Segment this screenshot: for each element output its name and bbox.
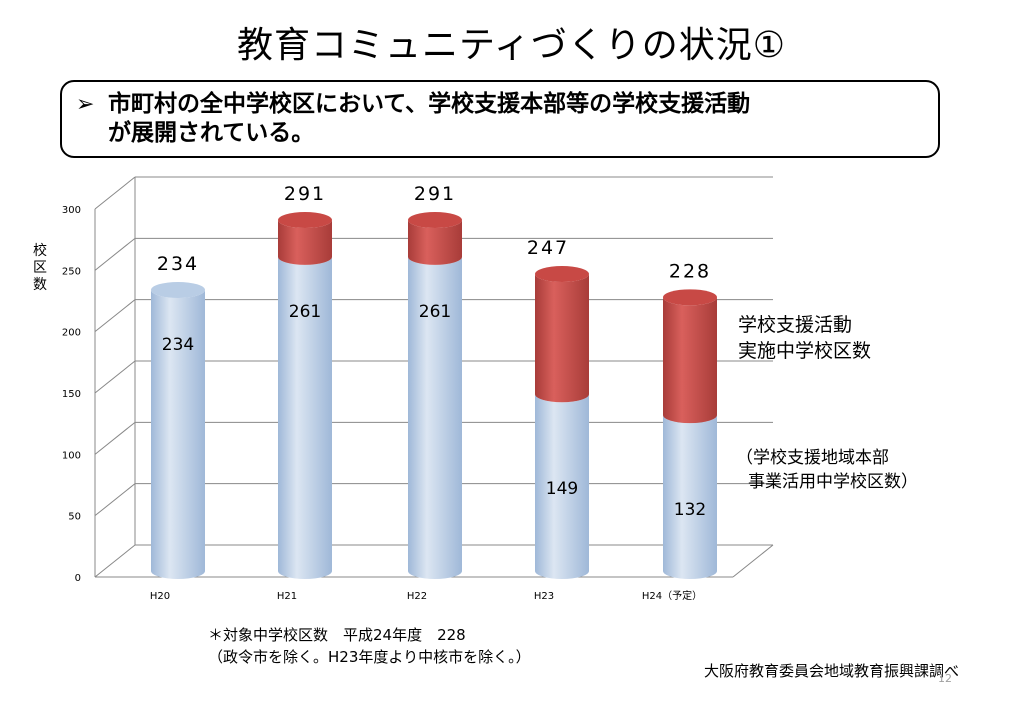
callout-line-2: が展開されている。 — [108, 120, 315, 146]
data-label-total: 228 — [669, 260, 711, 282]
y-tick-label: 200 — [62, 328, 81, 339]
bar-top-cap — [663, 289, 717, 306]
footnote-line-1: ＊対象中学校区数 平成24年度 228 — [208, 626, 466, 644]
gridline-slant-6 — [94, 176, 136, 210]
data-label-headquarters: 261 — [419, 302, 451, 322]
bar-chart: 0 50 100 150 200 250 300 234 234 H20 261 291 H21 261 2… — [62, 176, 774, 602]
bar-segment-headquarters — [663, 415, 717, 579]
y-tick-label: 300 — [62, 205, 81, 216]
floor-right-edge — [732, 544, 774, 578]
y-tick-label: 250 — [62, 266, 81, 277]
legend-activity-line-1: 学校支援活動 — [738, 314, 853, 336]
bar-segment-headquarters — [535, 394, 589, 579]
page-number: 12 — [938, 672, 952, 685]
legend-activity-line-2: 実施中学校区数 — [738, 340, 872, 362]
callout-text: 市町村の全中学校区において、学校支援本部等の学校支援活動 が展開されている。 — [108, 90, 928, 148]
bar-top-cap — [535, 266, 589, 283]
x-tick-label: H24（予定） — [642, 589, 702, 602]
legend-headquarters-line-1: （学校支援地域本部 — [736, 448, 889, 468]
footnote: ＊対象中学校区数 平成24年度 228 （政令市を除く。H23年度より中核市を除… — [208, 624, 531, 668]
gridline-slant-3 — [94, 360, 136, 394]
page-title: 教育コミュニティづくりの状況① — [236, 25, 787, 66]
bar-top-cap — [151, 281, 205, 298]
bar-segment-activity — [278, 220, 332, 265]
x-tick-label: H20 — [150, 591, 170, 602]
x-tick-label: H22 — [407, 591, 427, 602]
arrow-bullet-icon: ➢ — [76, 92, 95, 117]
legend-activity: 学校支援活動 実施中学校区数 — [738, 312, 871, 364]
y-axis-label: 校区数 — [33, 243, 47, 293]
bar-segment-activity — [408, 220, 462, 265]
bar-segment-activity — [663, 297, 717, 424]
gridline-slant-1 — [94, 483, 136, 517]
y-tick-label: 150 — [62, 389, 81, 400]
gridline-slant-4 — [94, 299, 136, 333]
y-tick-label: 0 — [75, 573, 81, 584]
data-label-headquarters: 132 — [674, 500, 706, 520]
bar-segment-activity — [535, 274, 589, 403]
data-label-total: 291 — [284, 183, 326, 205]
data-label-total: 247 — [527, 237, 569, 259]
gridline-slant-2 — [94, 421, 136, 455]
callout-line-1: 市町村の全中学校区において、学校支援本部等の学校支援活動 — [108, 91, 751, 117]
legend-headquarters-line-2: 事業活用中学校区数） — [748, 472, 918, 492]
data-label-headquarters: 261 — [289, 302, 321, 322]
data-label-total: 291 — [414, 183, 456, 205]
data-label-headquarters: 234 — [162, 335, 194, 355]
bar-segment-headquarters — [151, 289, 205, 579]
gridline-slant-0 — [94, 544, 136, 578]
bar-top-cap — [408, 212, 462, 229]
legend-headquarters: （学校支援地域本部 事業活用中学校区数） — [736, 446, 918, 494]
bar-top-cap — [278, 212, 332, 229]
y-tick-label: 100 — [62, 450, 81, 461]
x-tick-label: H21 — [277, 591, 297, 602]
x-tick-label: H23 — [534, 591, 554, 602]
y-tick-label: 50 — [68, 512, 81, 523]
data-label-headquarters: 149 — [546, 479, 578, 499]
callout-box: ➢ 市町村の全中学校区において、学校支援本部等の学校支援活動 が展開されている。 — [60, 80, 940, 158]
footnote-line-2: （政令市を除く。H23年度より中核市を除く。） — [208, 648, 531, 666]
data-label-total: 234 — [157, 253, 199, 275]
bar-segment-headquarters — [408, 256, 462, 579]
gridline-slant-5 — [94, 237, 136, 271]
bar-segment-headquarters — [278, 256, 332, 579]
source-credit: 大阪府教育委員会地域教育振興課調べ — [704, 662, 960, 680]
